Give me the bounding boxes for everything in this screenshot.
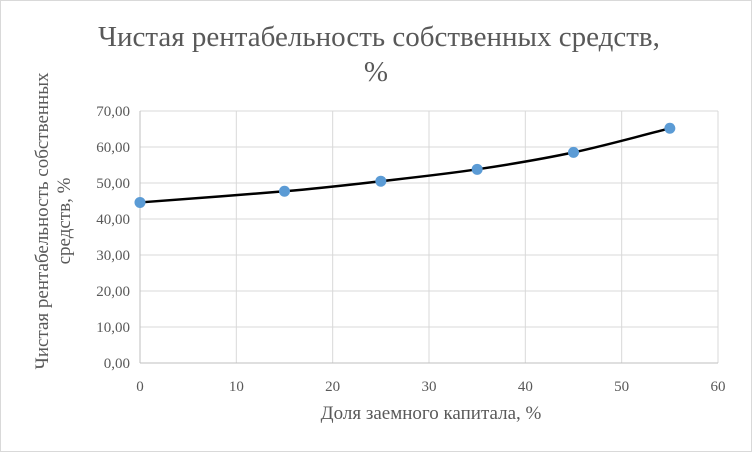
data-point xyxy=(279,185,290,197)
x-tick-label: 50 xyxy=(614,379,629,395)
x-tick-label: 40 xyxy=(518,379,533,395)
y-tick-label: 30,00 xyxy=(96,248,130,264)
series xyxy=(134,122,676,208)
y-axis-label-line-2: средств, % xyxy=(54,177,75,264)
axes xyxy=(139,111,718,364)
x-tick-label: 0 xyxy=(136,379,144,395)
series-line xyxy=(139,127,671,204)
x-tick-label: 60 xyxy=(711,379,726,395)
data-point xyxy=(134,196,146,208)
data-point xyxy=(568,146,579,158)
y-tick-label: 20,00 xyxy=(96,284,130,300)
x-tick-label: 30 xyxy=(422,379,437,395)
chart-title-line-1: Чистая рентабельность собственных средст… xyxy=(98,21,660,53)
x-tick-label: 10 xyxy=(229,379,244,395)
data-point xyxy=(375,175,387,187)
y-tick-label: 40,00 xyxy=(96,212,130,228)
y-axis-label-line-1: Чистая рентабельность собственных xyxy=(32,72,53,369)
y-tick-label: 0,00 xyxy=(104,356,130,372)
y-tick-label: 10,00 xyxy=(96,320,130,336)
y-tick-label: 70,00 xyxy=(96,104,130,120)
data-point xyxy=(664,122,676,134)
y-tick-label: 50,00 xyxy=(96,176,130,192)
chart-title-line-2: % xyxy=(364,56,388,88)
data-point xyxy=(471,163,483,175)
x-tick-label: 20 xyxy=(325,379,340,395)
grid xyxy=(140,110,719,363)
tick-labels: 0,00 10,00 20,00 30,00 40,00 50,00 60,00 70,00 0… xyxy=(96,104,725,395)
y-tick-label: 60,00 xyxy=(96,140,130,156)
x-axis-label: Доля заемного капитала, % xyxy=(321,403,542,424)
y-axis-label: Чистая рентабельность собственных средст… xyxy=(32,72,75,369)
